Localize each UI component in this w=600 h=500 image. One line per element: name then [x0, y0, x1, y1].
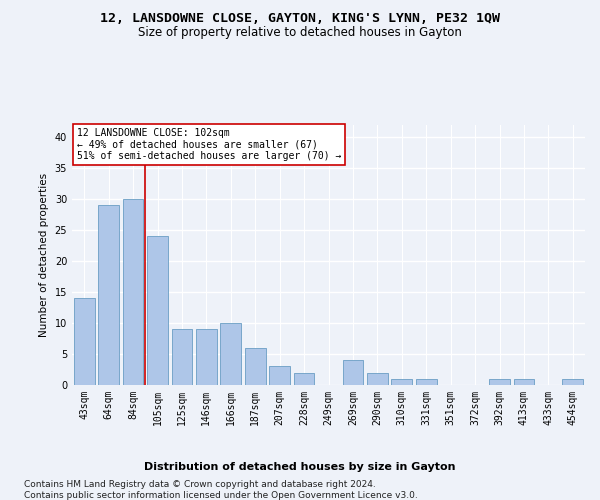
- Bar: [269, 366, 290, 385]
- Bar: [147, 236, 168, 385]
- Y-axis label: Number of detached properties: Number of detached properties: [39, 173, 49, 337]
- Bar: [562, 379, 583, 385]
- Bar: [367, 372, 388, 385]
- Bar: [196, 330, 217, 385]
- Text: Size of property relative to detached houses in Gayton: Size of property relative to detached ho…: [138, 26, 462, 39]
- Bar: [245, 348, 266, 385]
- Bar: [416, 379, 437, 385]
- Bar: [514, 379, 535, 385]
- Bar: [220, 323, 241, 385]
- Bar: [391, 379, 412, 385]
- Text: Contains public sector information licensed under the Open Government Licence v3: Contains public sector information licen…: [24, 491, 418, 500]
- Bar: [343, 360, 364, 385]
- Text: 12 LANSDOWNE CLOSE: 102sqm
← 49% of detached houses are smaller (67)
51% of semi: 12 LANSDOWNE CLOSE: 102sqm ← 49% of deta…: [77, 128, 341, 161]
- Bar: [122, 200, 143, 385]
- Bar: [293, 372, 314, 385]
- Bar: [74, 298, 95, 385]
- Bar: [489, 379, 510, 385]
- Bar: [172, 330, 193, 385]
- Text: Distribution of detached houses by size in Gayton: Distribution of detached houses by size …: [144, 462, 456, 472]
- Text: 12, LANSDOWNE CLOSE, GAYTON, KING'S LYNN, PE32 1QW: 12, LANSDOWNE CLOSE, GAYTON, KING'S LYNN…: [100, 12, 500, 26]
- Bar: [98, 206, 119, 385]
- Text: Contains HM Land Registry data © Crown copyright and database right 2024.: Contains HM Land Registry data © Crown c…: [24, 480, 376, 489]
